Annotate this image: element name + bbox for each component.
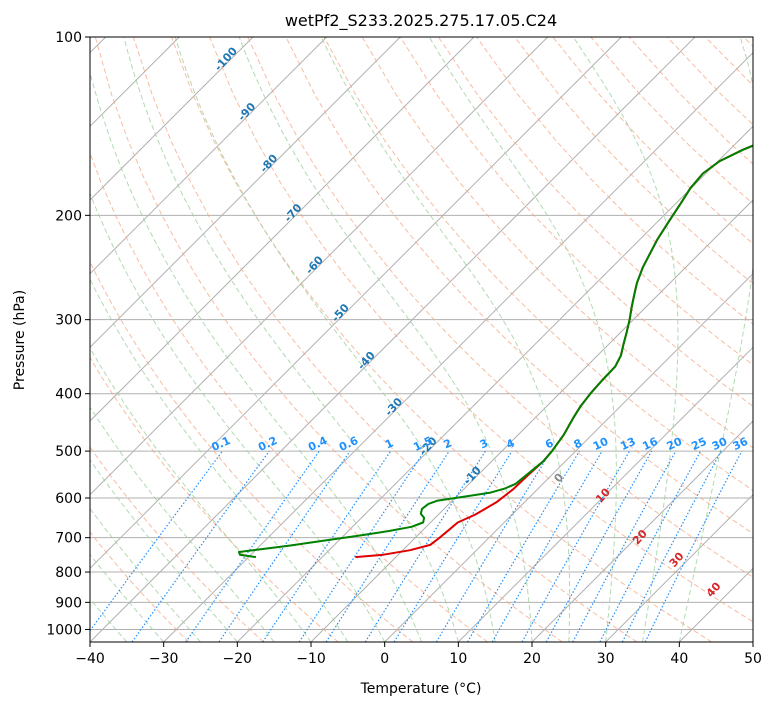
y-tick-label: 100 <box>55 30 82 46</box>
mixing-ratio-line <box>521 450 631 642</box>
dry-adiabat-line <box>285 37 753 535</box>
isotherm-line <box>90 37 475 422</box>
dry-adiabat-line <box>90 446 264 642</box>
isotherm-line <box>90 37 328 275</box>
moist-adiabat-line <box>428 37 617 642</box>
moist-adiabat-line <box>90 459 238 642</box>
moist-adiabat-line <box>174 37 496 642</box>
dry-adiabat-line <box>209 37 753 623</box>
isotherm-line <box>90 37 622 570</box>
x-tick-label: 0 <box>380 651 389 667</box>
x-axis: −40 −30 −20 −10 0 10 20 30 40 50 <box>75 642 762 667</box>
y-axis: 100 200 300 400 500 600 700 800 900 1000 <box>46 30 90 638</box>
isotherm-line <box>90 37 401 349</box>
dry-adiabat-line <box>90 531 190 642</box>
dry-adiabat-line <box>171 37 712 642</box>
x-tick-label: 30 <box>597 651 615 667</box>
x-tick-label: −20 <box>223 651 253 667</box>
y-tick-label: 300 <box>55 313 82 329</box>
mixing-ratio-line <box>393 450 513 642</box>
mixing-ratio-line <box>218 450 351 642</box>
dry-adiabat-line <box>514 37 753 285</box>
dry-adiabat-line <box>94 37 563 642</box>
mixing-ratio-line <box>644 450 743 642</box>
y-tick-label: 600 <box>55 491 82 507</box>
mixing-ratio-line <box>298 450 425 642</box>
isotherm-line <box>236 125 753 642</box>
plot-area <box>90 37 753 642</box>
x-tick-label: 40 <box>670 651 688 667</box>
moist-adiabat-line <box>238 37 533 642</box>
y-tick-label: 200 <box>55 208 82 224</box>
y-tick-label: 700 <box>55 531 82 547</box>
moist-adiabat-line <box>678 37 753 642</box>
mixing-ratio-line <box>621 450 722 642</box>
mixing-ratio-label: 13 <box>618 435 637 453</box>
mixing-ratio-label: 20 <box>665 435 685 453</box>
dewpoint-profile-line <box>238 144 753 559</box>
mixing-ratio-line <box>599 450 702 642</box>
isotherm-line <box>384 272 753 642</box>
mixing-ratio-label: 30 <box>710 435 730 453</box>
moist-adiabat-line <box>90 553 165 642</box>
isotherm-line <box>457 346 753 642</box>
isotherm-line <box>163 51 753 642</box>
isotherm-line <box>531 420 753 642</box>
y-tick-label: 500 <box>55 444 82 460</box>
moist-adiabat-line <box>90 278 349 642</box>
mixing-ratio-label: 10 <box>591 435 611 453</box>
mixing-ratio-line <box>185 450 320 642</box>
y-tick-label: 1000 <box>46 622 82 638</box>
isotherm-line <box>90 37 549 496</box>
moist-adiabat-line <box>90 507 201 642</box>
dry-adiabat-line <box>90 260 414 642</box>
moist-adiabat-line <box>90 406 275 642</box>
mixing-ratio-line <box>325 450 450 642</box>
mixing-ratio-line <box>435 450 552 642</box>
x-tick-label: −10 <box>296 651 326 667</box>
dry-adiabat-line <box>437 37 753 366</box>
dry-adiabat-line <box>90 356 339 642</box>
y-tick-label: 900 <box>55 595 82 611</box>
x-tick-label: 20 <box>523 651 541 667</box>
isotherm-line <box>90 37 254 201</box>
sounding-profiles <box>238 144 753 559</box>
mixing-ratio-line <box>545 450 653 642</box>
mixing-ratio-line <box>131 450 270 642</box>
dry-adiabat-line <box>90 151 488 642</box>
moist-adiabat-line <box>320 37 571 642</box>
mixing-ratio-label: 25 <box>689 435 708 453</box>
moist-adiabat-line <box>90 70 422 642</box>
mixing-ratio-line <box>364 450 486 642</box>
dry-adiabat-line <box>132 37 638 642</box>
mixing-ratio-line <box>90 450 223 632</box>
x-tick-label: −40 <box>75 651 105 667</box>
background-reference-lines <box>90 37 753 642</box>
plot-frame <box>89 36 754 643</box>
moist-adiabat-line <box>90 347 312 642</box>
y-axis-title: Pressure (hPa) <box>12 290 28 390</box>
mixing-ratio-label: 16 <box>640 435 660 453</box>
dry-adiabat-line <box>361 37 753 449</box>
dry-adiabat-line <box>247 37 753 578</box>
x-axis-title: Temperature (°C) <box>360 681 482 697</box>
dry-adiabat-line <box>323 37 753 491</box>
y-tick-label: 800 <box>55 565 82 581</box>
y-tick-label: 400 <box>55 387 82 403</box>
isotherm-line <box>605 493 753 642</box>
mixing-ratio-label: 36 <box>731 435 751 453</box>
x-tick-label: −30 <box>149 651 179 667</box>
chart-title: wetPf2_S233.2025.275.17.05.C24 <box>285 11 557 31</box>
moist-adiabat-line <box>572 37 679 642</box>
moist-adiabat-line <box>123 37 459 642</box>
x-tick-label: 50 <box>744 651 762 667</box>
x-tick-label: 10 <box>449 651 467 667</box>
mixing-ratio-line <box>262 450 392 642</box>
mixing-ratio-line <box>572 450 677 642</box>
